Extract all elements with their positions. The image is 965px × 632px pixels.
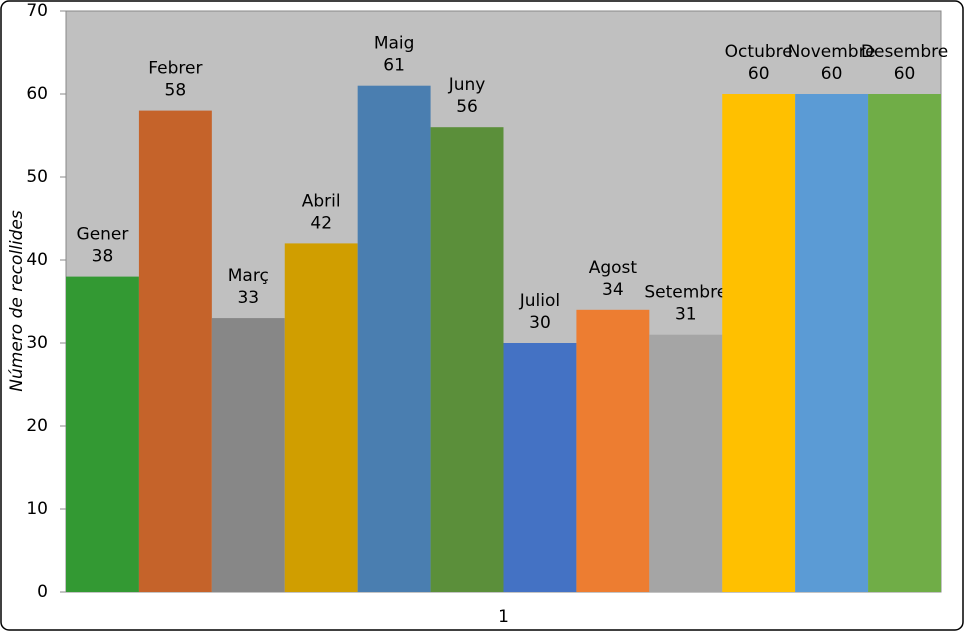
y-tick-label: 40 (26, 250, 48, 270)
data-label: 34 (602, 280, 624, 300)
bar (211, 318, 285, 592)
data-label-name: Setembre (644, 283, 727, 303)
y-tick-label: 30 (26, 333, 48, 353)
bar (503, 343, 577, 592)
bar (795, 94, 869, 592)
y-tick-label: 50 (26, 167, 48, 187)
y-tick-label: 10 (26, 499, 48, 519)
bar (138, 110, 212, 592)
data-label: 60 (821, 64, 843, 84)
bar (868, 94, 941, 592)
data-label-name: Juny (448, 75, 486, 95)
data-label-name: Abril (302, 191, 341, 211)
y-tick-label: 70 (26, 1, 48, 21)
data-label-name: Desembre (861, 42, 948, 62)
data-label: 42 (310, 213, 332, 233)
data-label: 33 (237, 288, 259, 308)
bar (649, 334, 723, 592)
data-label: 60 (894, 64, 916, 84)
data-label-name: Gener (77, 225, 129, 245)
y-tick-label: 60 (26, 84, 48, 104)
data-label: 30 (529, 313, 551, 333)
data-label-name: Agost (589, 258, 638, 278)
data-label-name: Març (228, 266, 269, 286)
bar (357, 85, 431, 592)
data-label: 56 (456, 97, 478, 117)
data-label: 60 (748, 64, 770, 84)
data-label: 31 (675, 305, 697, 325)
data-label-name: Octubre (725, 42, 793, 62)
data-label-name: Febrer (148, 59, 202, 79)
y-tick-label: 0 (37, 582, 48, 602)
bar (430, 127, 504, 592)
data-label: 38 (92, 247, 114, 267)
bar (66, 276, 139, 592)
data-label-name: Maig (374, 34, 415, 54)
y-tick-label: 20 (26, 416, 48, 436)
data-label: 58 (165, 81, 187, 101)
bar (576, 309, 650, 592)
data-label-name: Novembre (788, 42, 876, 62)
bar (284, 243, 358, 592)
data-label-name: Juliol (519, 291, 560, 311)
data-label: 61 (383, 56, 405, 76)
x-tick-label: 1 (498, 607, 509, 627)
bar (722, 94, 796, 592)
y-axis-label: Número de recollides (7, 210, 27, 392)
